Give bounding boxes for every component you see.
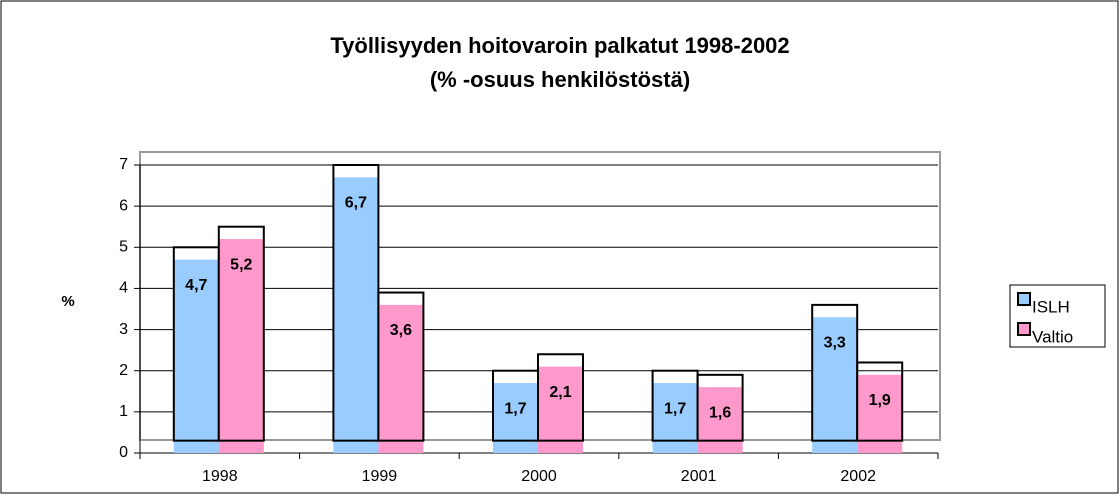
y-tick-label: 3 [119, 321, 128, 338]
bar [538, 366, 583, 453]
legend-swatch [1017, 322, 1031, 336]
data-label: 6,7 [345, 195, 367, 212]
x-tick-label: 1998 [202, 468, 238, 485]
chart-subtitle: (% -osuus henkilöstöstä) [430, 67, 690, 92]
bar-outline [377, 291, 425, 442]
bar-outline [856, 361, 904, 442]
y-tick-label: 7 [119, 156, 128, 173]
data-label: 1,6 [709, 404, 731, 421]
bar [652, 383, 698, 453]
y-tick-label: 0 [119, 444, 128, 461]
data-label: 3,6 [390, 322, 412, 339]
data-label: 3,3 [824, 334, 846, 351]
data-label: 1,7 [664, 400, 686, 417]
y-axis-label: % [61, 293, 74, 310]
y-tick-label: 2 [119, 362, 128, 379]
bar-outline [217, 225, 265, 442]
x-tick-label: 2001 [681, 468, 717, 485]
bar [173, 259, 219, 453]
data-label: 5,2 [230, 256, 252, 273]
data-label: 4,7 [185, 277, 207, 294]
y-tick-label: 5 [119, 239, 128, 256]
data-label: 1,9 [869, 392, 891, 409]
bar [378, 304, 424, 453]
bar-outline [537, 353, 584, 442]
legend-swatch [1017, 292, 1031, 306]
y-tick-label: 1 [119, 403, 128, 420]
x-tick-label: 2000 [521, 468, 557, 485]
bar [333, 177, 379, 454]
bar [697, 387, 743, 453]
legend-label: ISLH [1032, 297, 1070, 316]
chart-title: Työllisyyden hoitovaroin palkatut 1998-2… [330, 33, 789, 58]
bar [812, 317, 858, 453]
x-tick-label: 2002 [840, 468, 876, 485]
bar [218, 239, 264, 453]
y-tick-label: 6 [119, 197, 128, 214]
data-label: 1,7 [504, 400, 526, 417]
bar [493, 383, 538, 453]
legend-label: Valtio [1032, 327, 1073, 346]
y-tick-label: 4 [119, 280, 128, 297]
x-tick-label: 1999 [362, 468, 398, 485]
data-label: 2,1 [549, 384, 571, 401]
bar-outline [696, 373, 744, 442]
